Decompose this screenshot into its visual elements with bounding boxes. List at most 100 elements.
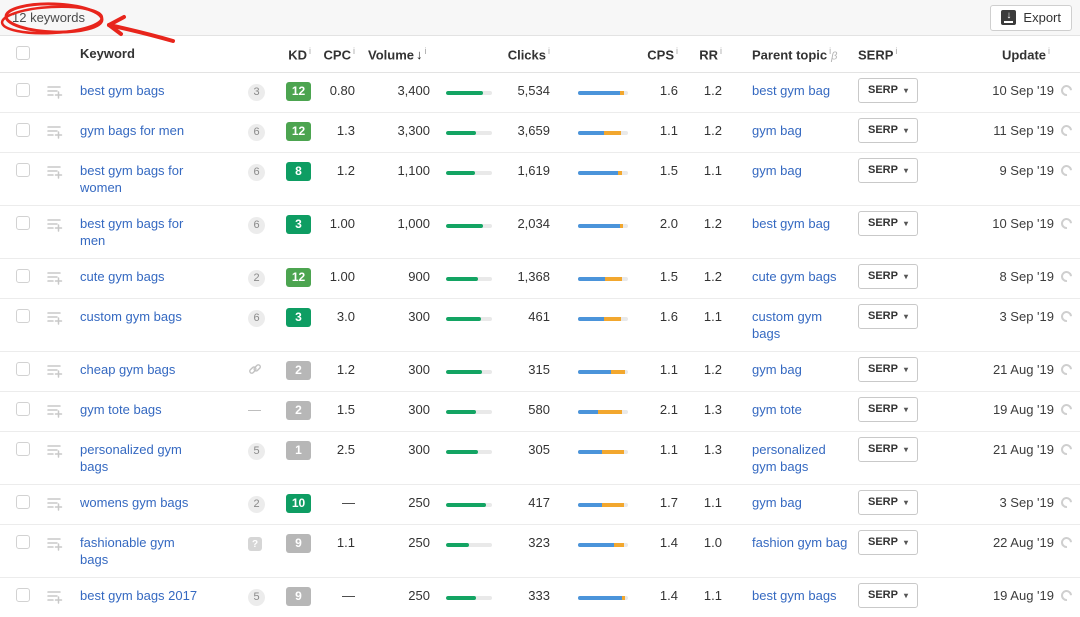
clicks-value: 305 [492,431,552,485]
row-checkbox[interactable] [16,441,30,456]
export-label: Export [1023,10,1061,25]
add-to-list-icon[interactable] [47,270,63,289]
refresh-icon[interactable] [1058,441,1075,457]
refresh-icon[interactable] [1058,122,1075,138]
parent-topic-link[interactable]: gym tote [752,401,802,417]
parent-topic-link[interactable]: gym bag [752,361,802,377]
serp-button[interactable]: SERP ▾ [858,77,918,103]
export-icon: ↓ [1001,10,1017,25]
parent-topic-link[interactable]: custom gym bags [752,308,823,341]
serp-button[interactable]: SERP ▾ [858,356,918,382]
add-to-list-icon[interactable] [47,443,63,462]
add-to-list-icon[interactable] [47,164,63,183]
refresh-icon[interactable] [1058,587,1075,603]
add-to-list-icon[interactable] [47,363,63,382]
row-checkbox[interactable] [16,308,30,323]
row-checkbox[interactable] [16,587,30,602]
keyword-link[interactable]: gym tote bags [80,401,162,417]
keyword-link[interactable]: cheap gym bags [80,361,176,377]
keyword-link[interactable]: womens gym bags [80,494,189,510]
refresh-icon[interactable] [1058,308,1075,324]
serp-button[interactable]: SERP ▾ [858,263,918,289]
table-row: best gym bags for men 6 6 ? 3 1.00 1,000… [0,205,1080,259]
column-header-kd[interactable]: KD i [278,36,320,73]
serp-button[interactable]: SERP ▾ [858,489,918,515]
row-checkbox[interactable] [16,268,30,283]
cpc-value: 1.00 [320,258,366,299]
column-header-clicks[interactable]: Clicks i [492,36,552,73]
parent-topic-link[interactable]: best gym bag [752,215,831,231]
row-checkbox[interactable] [16,215,30,230]
refresh-icon[interactable] [1058,215,1075,231]
row-checkbox[interactable] [16,361,30,376]
serp-button[interactable]: SERP ▾ [858,396,918,422]
row-checkbox[interactable] [16,82,30,97]
keyword-link[interactable]: custom gym bags [80,308,182,324]
keyword-link[interactable]: fashionable gym bags [80,534,175,567]
parent-topic-link[interactable]: cute gym bags [752,268,837,284]
row-checkbox[interactable] [16,534,30,549]
export-button[interactable]: ↓ Export [990,4,1072,31]
refresh-icon[interactable] [1058,494,1075,510]
volume-value: 3,400 [366,72,432,113]
parent-topic-link[interactable]: gym bag [752,162,802,178]
serp-button[interactable]: SERP ▾ [858,210,918,236]
refresh-icon[interactable] [1058,534,1075,550]
add-to-list-icon[interactable] [47,403,63,422]
dash: — [248,401,261,417]
select-all-checkbox[interactable] [16,45,30,60]
add-to-list-icon[interactable] [47,589,63,608]
link-icon [248,362,262,380]
keyword-link[interactable]: best gym bags for women [80,162,184,195]
clicks-bar [578,369,628,374]
column-header-serp[interactable]: SERP i [850,36,928,73]
keyword-link[interactable]: gym bags for men [80,122,185,138]
parent-topic-link[interactable]: best gym bags [752,587,837,603]
refresh-icon[interactable] [1058,401,1075,417]
cpc-value: 1.5 [320,391,366,432]
row-checkbox[interactable] [16,162,30,177]
add-to-list-icon[interactable] [47,310,63,329]
serp-button[interactable]: SERP ▾ [858,157,918,183]
table-row: custom gym bags 6 6 ? 3 3.0 300 461 [0,298,1080,352]
serp-button[interactable]: SERP ▾ [858,436,918,462]
volume-value: 250 [366,484,432,525]
keyword-link[interactable]: cute gym bags [80,268,165,284]
parent-topic-link[interactable]: gym bag [752,122,802,138]
refresh-icon[interactable] [1058,162,1075,178]
keyword-link[interactable]: best gym bags for men [80,215,184,248]
add-to-list-icon[interactable] [47,84,63,103]
row-checkbox[interactable] [16,122,30,137]
clicks-value: 2,034 [492,205,552,259]
keyword-link[interactable]: best gym bags 2017 [80,587,198,603]
serp-button[interactable]: SERP ▾ [858,582,918,608]
serp-button[interactable]: SERP ▾ [858,117,918,143]
column-header-volume[interactable]: Volume ↓ i [366,36,432,73]
add-to-list-icon[interactable] [47,536,63,555]
column-header-keyword[interactable]: Keyword [76,36,248,73]
parent-topic-link[interactable]: gym bag [752,494,802,510]
add-to-list-icon[interactable] [47,496,63,515]
kd-badge: 12 [286,121,311,141]
column-header-parent-topic[interactable]: Parent topic iβ [724,36,850,73]
column-header-cpc[interactable]: CPC i [320,36,366,73]
parent-topic-link[interactable]: fashion gym bag [752,534,848,550]
row-checkbox[interactable] [16,401,30,416]
clicks-value: 333 [492,577,552,617]
row-checkbox[interactable] [16,494,30,509]
add-to-list-icon[interactable] [47,217,63,236]
serp-button[interactable]: SERP ▾ [858,303,918,329]
column-header-update[interactable]: Update i [928,36,1080,73]
refresh-icon[interactable] [1058,268,1075,284]
parent-topic-link[interactable]: best gym bag [752,82,831,98]
rr-value: 1.2 [680,112,724,153]
serp-button[interactable]: SERP ▾ [858,529,918,555]
parent-topic-link[interactable]: personalized gym bags [752,441,826,474]
keyword-link[interactable]: personalized gym bags [80,441,182,474]
refresh-icon[interactable] [1058,361,1075,377]
column-header-cps[interactable]: CPS i [624,36,680,73]
add-to-list-icon[interactable] [47,124,63,143]
keyword-link[interactable]: best gym bags [80,82,165,98]
refresh-icon[interactable] [1058,82,1075,98]
column-header-rr[interactable]: RR i [680,36,724,73]
